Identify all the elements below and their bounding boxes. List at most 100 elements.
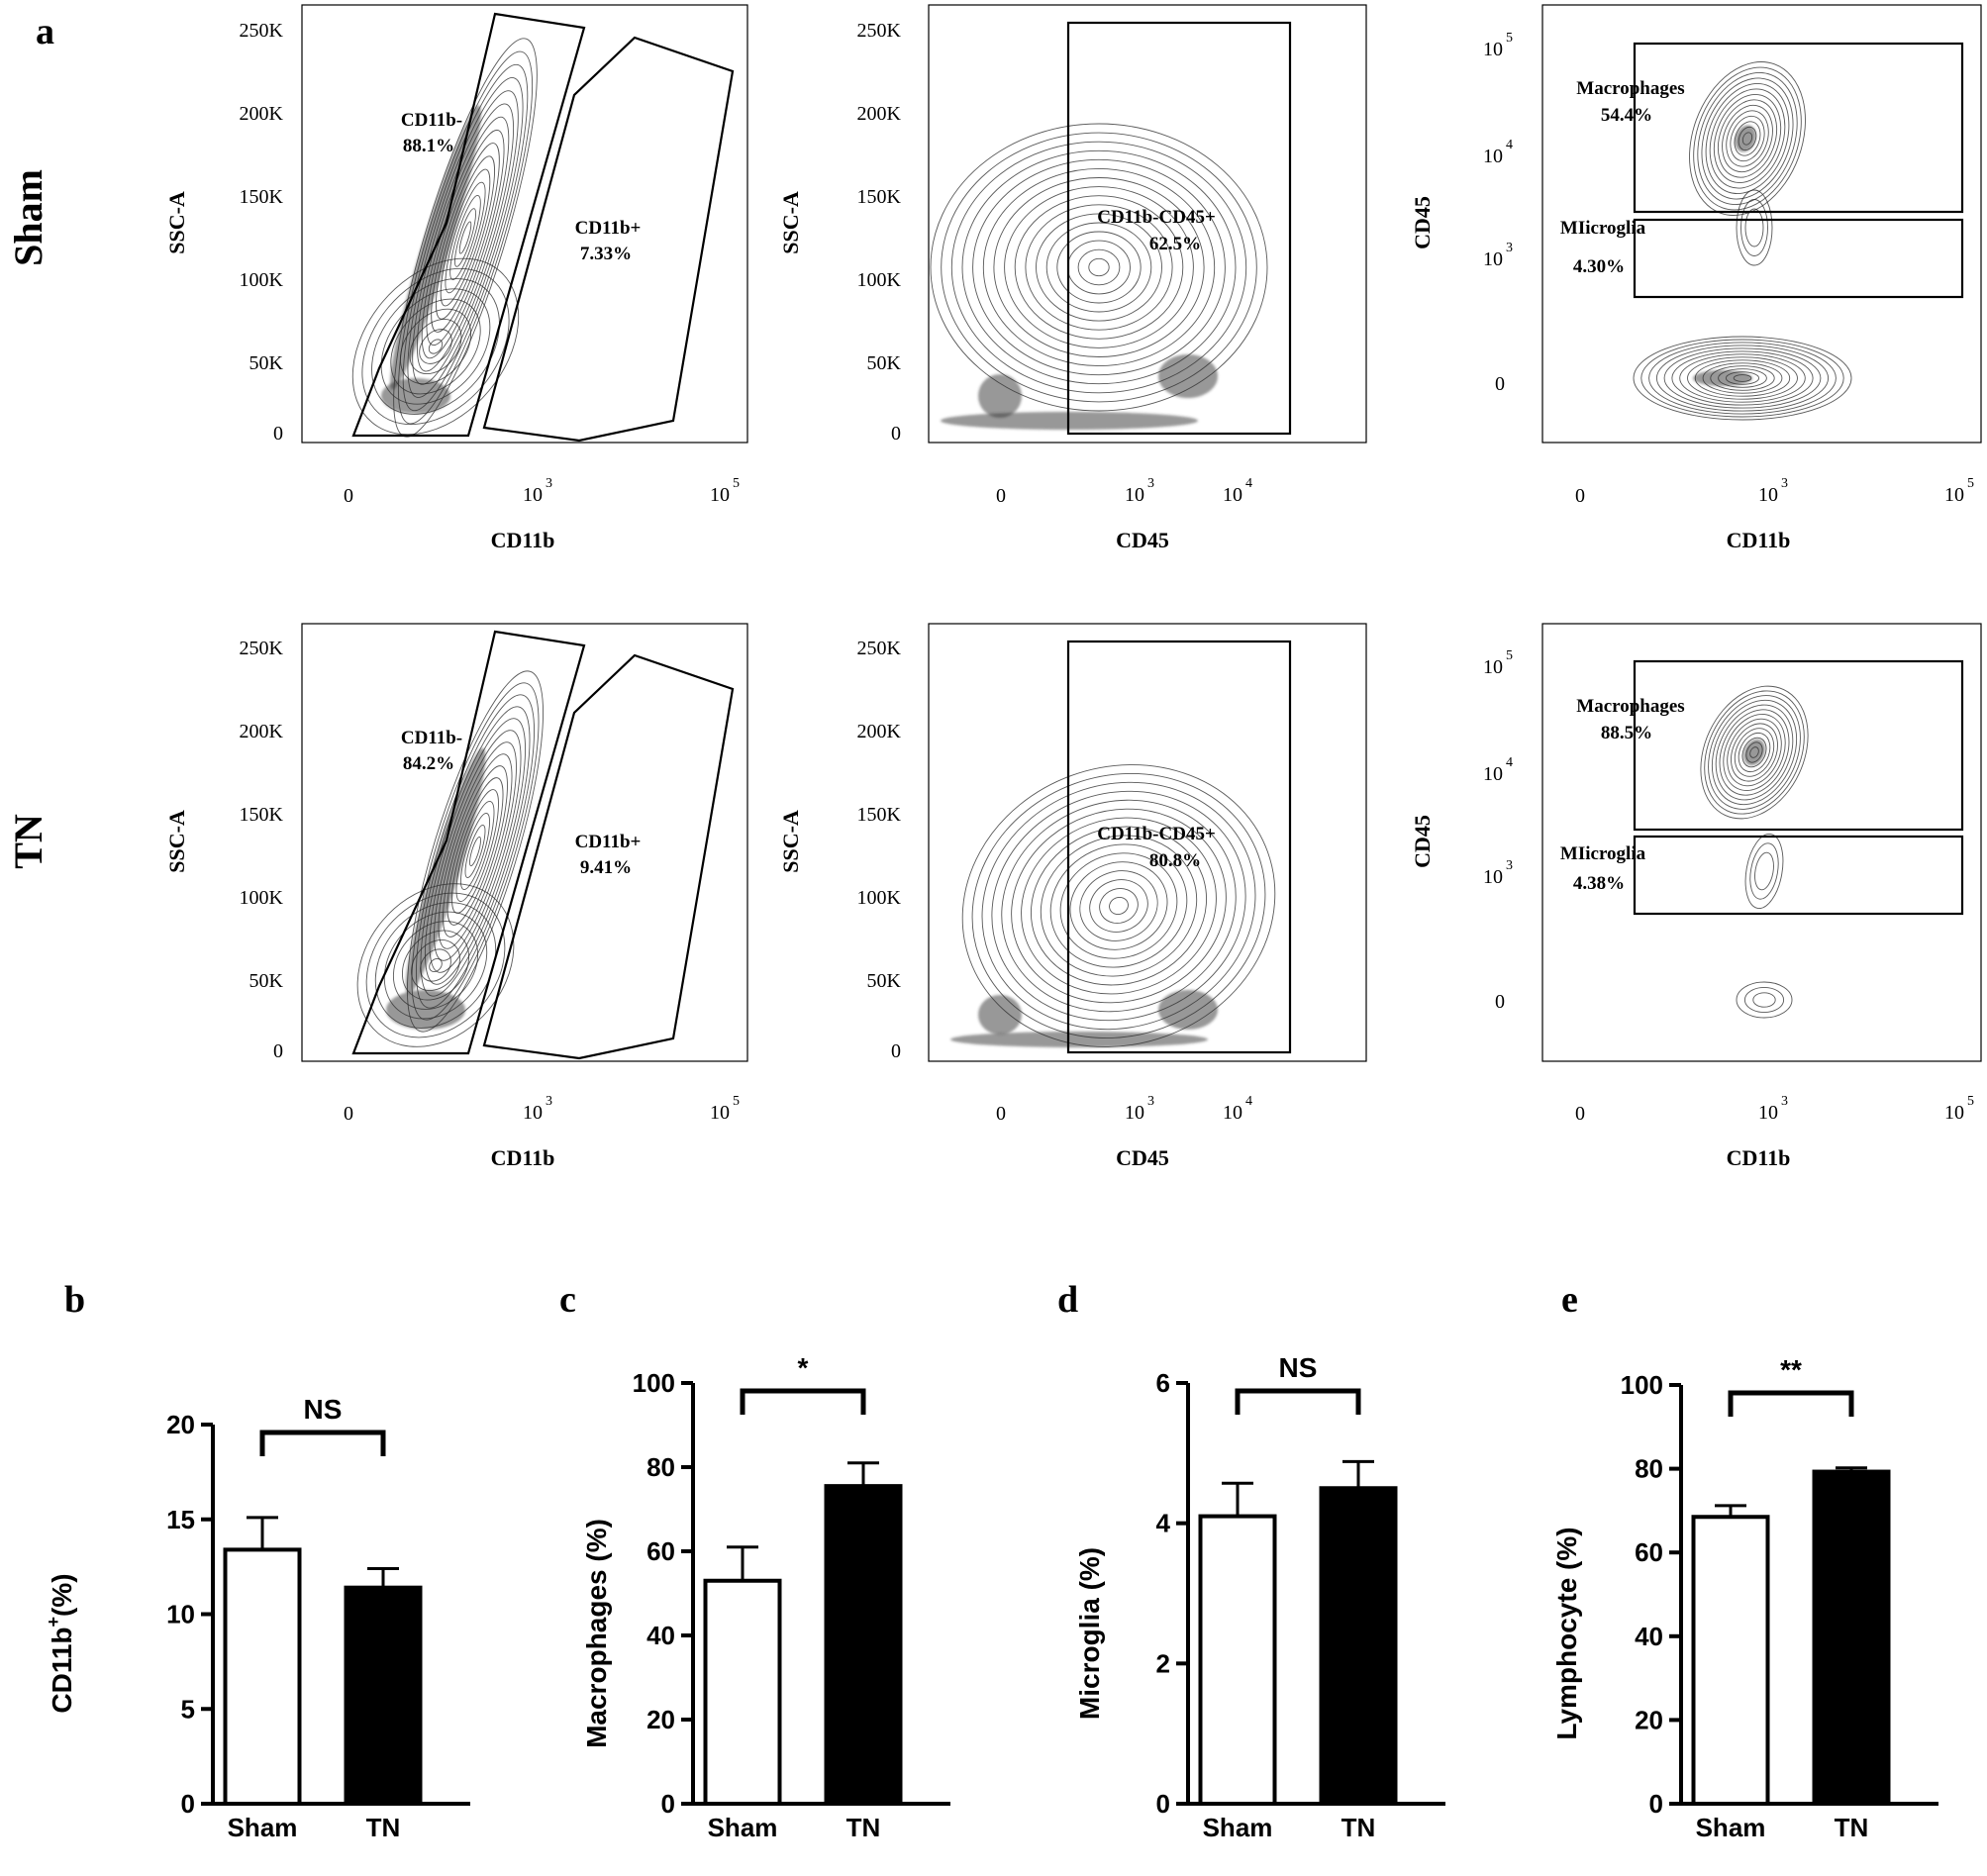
x-tick-label: 0	[344, 1103, 353, 1125]
x-tick-label: 10	[1125, 484, 1144, 506]
bar-sham	[1691, 1515, 1770, 1806]
y-tick-label: 4	[1156, 1509, 1171, 1538]
x-tick-label: 0	[1575, 485, 1585, 507]
significance-bracket	[740, 1388, 866, 1415]
contour-line	[1719, 709, 1790, 796]
contour-line	[1713, 93, 1782, 184]
significance-label: **	[1780, 1354, 1802, 1385]
contour-line	[1754, 851, 1774, 891]
density-core	[1693, 370, 1752, 386]
x-ticks: 0 10 3 10 5	[344, 1094, 740, 1125]
row-label-tn: TN	[6, 814, 50, 869]
contour-cluster	[1700, 685, 1809, 1019]
contour-line	[1693, 66, 1802, 211]
contour-cluster	[351, 38, 538, 438]
contour-line	[1663, 347, 1822, 409]
contour-line	[1752, 992, 1776, 1008]
y-tick-label: 60	[646, 1536, 675, 1566]
contour-line	[1730, 115, 1765, 162]
y-tick-label: 10	[166, 1600, 195, 1629]
y-tick-label: 10	[1483, 763, 1503, 785]
y-tick-exp: 4	[1506, 138, 1513, 152]
density-core	[950, 1032, 1208, 1047]
gate-neg-label: CD11b-	[401, 728, 462, 748]
y-tick-label: 20	[1635, 1705, 1663, 1734]
x-tick-label: Sham	[708, 1813, 778, 1842]
y-tick-exp: 3	[1506, 241, 1513, 255]
x-ticks: 0 10 3 10 5	[1575, 1094, 1974, 1125]
contour-line	[1722, 104, 1773, 173]
y-tick-exp: 3	[1506, 858, 1513, 873]
y-tick-label: 10	[1483, 248, 1503, 270]
contour-line	[1671, 350, 1814, 406]
contour-line	[1741, 737, 1767, 768]
gate-neg-value: 84.2%	[403, 753, 454, 774]
contour-line	[469, 836, 481, 867]
y-tick-label: 250K	[857, 20, 902, 42]
y-ticks: 0 50K 100K 150K 200K 250K	[240, 638, 284, 1062]
y-tick-label: 40	[1635, 1622, 1663, 1651]
x-tick-exp: 5	[1967, 476, 1974, 491]
bar-chart-d: d 0 2 4 6 Microglia (%) Sham TN NS	[1057, 1279, 1445, 1842]
contour-line	[1004, 186, 1194, 348]
contour-line	[1697, 72, 1798, 205]
x-tick-exp: 3	[1781, 476, 1788, 491]
gate-micro-label: MIicroglia	[1560, 843, 1646, 864]
x-tick-exp: 4	[1245, 1094, 1252, 1109]
y-ticks: 0 50K 100K 150K 200K 250K	[240, 20, 284, 444]
y-tick-label: 80	[1635, 1454, 1663, 1484]
contour-line	[1045, 222, 1152, 313]
contour-line	[1700, 685, 1809, 820]
contour-line	[941, 132, 1257, 403]
gate-neg-value: 88.1%	[403, 136, 454, 156]
contour-line	[972, 158, 1226, 376]
y-ticks: 0 10 3 10 4 10 5	[1483, 31, 1513, 395]
x-axis-label: CD11b	[491, 1145, 555, 1170]
flow-plot-ssc-cd11b-tn: CD11b- 84.2% CD11b+ 9.41% 0 50K 100K 150…	[164, 623, 748, 1170]
gate-cd45-label: CD11b-CD45+	[1097, 207, 1216, 228]
contour-line	[1743, 986, 1785, 1014]
contour-line	[971, 773, 1266, 1038]
x-axis-label: CD11b	[1727, 528, 1791, 552]
contour-line	[1030, 826, 1208, 986]
contour-line	[1736, 189, 1773, 266]
y-tick-label: 50K	[867, 970, 902, 992]
y-tick-label: 150K	[857, 804, 902, 826]
y-tick-label: 200K	[857, 721, 902, 742]
x-tick-label: 10	[1758, 484, 1778, 506]
gate-macro-value: 88.5%	[1601, 723, 1652, 743]
bar-sham	[703, 1578, 782, 1806]
gate-microglia	[1633, 218, 1964, 299]
y-tick-label: 100K	[857, 887, 902, 909]
contour-line	[1734, 121, 1761, 156]
x-tick-label: 10	[710, 1102, 730, 1124]
contour-line	[445, 181, 486, 294]
contour-cluster	[950, 764, 1276, 1047]
y-tick-label: 0	[1649, 1789, 1663, 1819]
contour-line	[1734, 728, 1775, 777]
x-tick-exp: 5	[733, 476, 740, 491]
y-axis-label: SSC-A	[164, 810, 189, 873]
x-tick-exp: 5	[1967, 1094, 1974, 1109]
bar-sham	[223, 1547, 302, 1806]
gate-cd11b-neg	[351, 630, 586, 1055]
x-tick-exp: 3	[546, 1094, 552, 1109]
y-tick-exp: 4	[1506, 755, 1513, 770]
x-tick-exp: 3	[1147, 476, 1154, 491]
y-tick-label: 150K	[857, 186, 902, 208]
contour-line	[1036, 213, 1162, 322]
y-tick-label: 0	[1156, 1789, 1170, 1819]
y-tick-label: 10	[1483, 146, 1503, 167]
x-tick-label: TN	[1341, 1813, 1376, 1842]
y-tick-label: 6	[1156, 1368, 1170, 1398]
y-tick-label: 0	[181, 1789, 195, 1819]
density-core	[978, 374, 1022, 418]
contour-line	[1089, 879, 1148, 933]
contour-line	[1744, 833, 1784, 910]
contour-line	[1067, 240, 1131, 295]
contour-line	[961, 149, 1237, 385]
x-tick-label: 10	[1223, 484, 1242, 506]
flow-plot-ssc-cd45-sham: CD11b-CD45+ 62.5% 0 50K 100K 150K 200K 2…	[778, 4, 1367, 552]
x-ticks: 0 10 3 10 5	[1575, 476, 1974, 507]
